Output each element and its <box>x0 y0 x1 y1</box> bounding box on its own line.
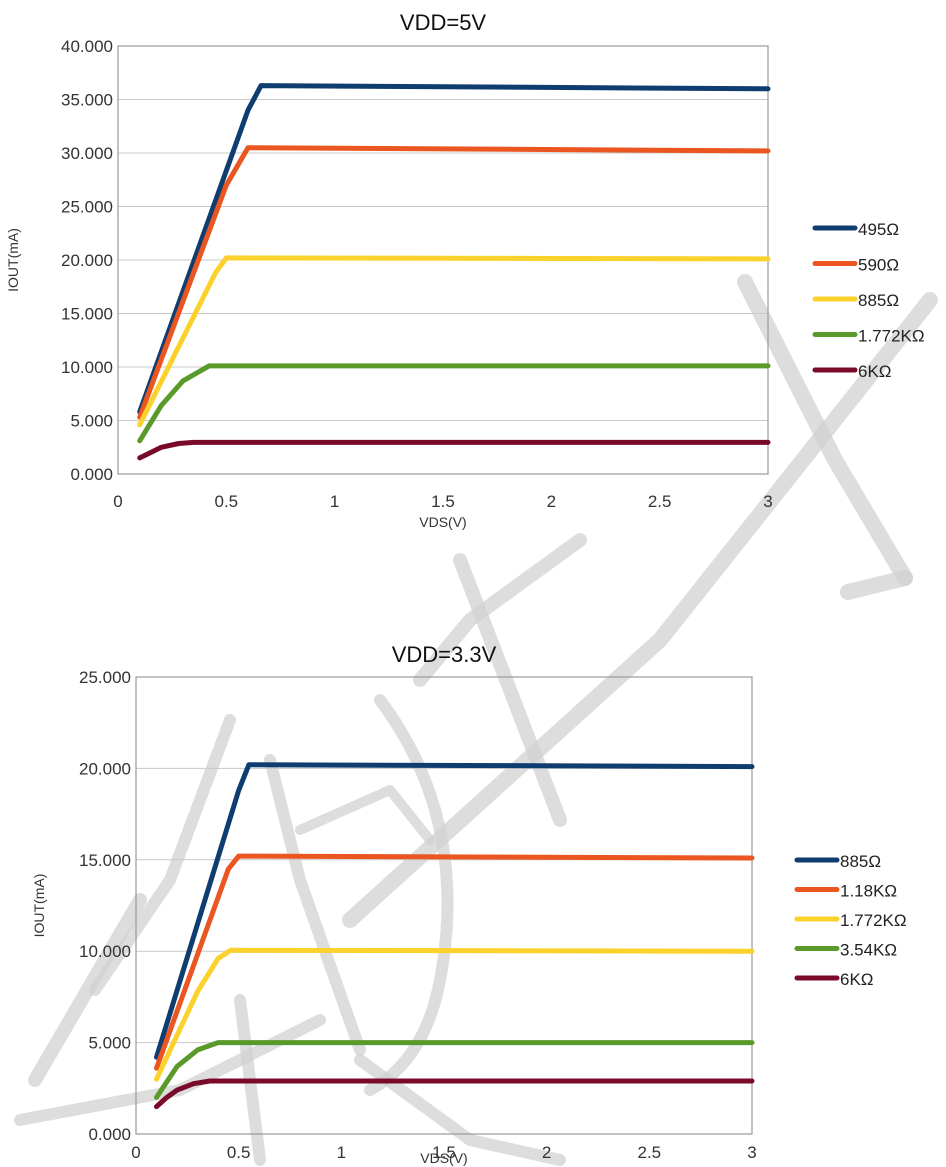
y-axis-label: IOUT(mA) <box>5 228 21 292</box>
series-line <box>154 762 755 1060</box>
legend-label: 590Ω <box>858 256 899 275</box>
x-tick-label: 0.5 <box>227 1143 251 1162</box>
y-tick-label: 30.000 <box>61 144 113 163</box>
x-tick-label: 3 <box>763 492 772 511</box>
watermark-stroke <box>89 714 236 996</box>
legend-label: 3.54KΩ <box>840 941 897 960</box>
y-tick-label: 5.000 <box>88 1034 131 1053</box>
legend-label: 495Ω <box>858 220 899 239</box>
legend-label: 6KΩ <box>840 970 874 989</box>
series-line <box>154 1040 755 1100</box>
x-tick-label: 2.5 <box>638 1143 662 1162</box>
x-axis-label: VDS(V) <box>420 1150 467 1166</box>
watermark-stroke <box>453 553 567 827</box>
y-tick-label: 40.000 <box>61 37 113 56</box>
x-tick-label: 1 <box>337 1143 346 1162</box>
series-line <box>154 947 755 1082</box>
y-tick-label: 0.000 <box>88 1125 131 1144</box>
chart-vdd-5v: 0.000 5.000 10.000 15.000 20.000 25.000 30.000… <box>5 10 925 530</box>
x-tick-label: 3 <box>747 1143 756 1162</box>
legend-label: 885Ω <box>840 852 881 871</box>
y-tick-label: 25.000 <box>61 198 113 217</box>
y-tick-label: 25.000 <box>79 668 131 687</box>
watermark-stroke <box>342 292 938 928</box>
x-tick-label: 0.5 <box>215 492 239 511</box>
x-axis-label: VDS(V) <box>419 514 466 530</box>
chart-vdd-3v3: 0.000 5.000 10.000 15.000 20.000 25.000 0 0.5 1 1… <box>31 642 907 1166</box>
y-tick-label: 15.000 <box>61 305 113 324</box>
x-tick-label: 1 <box>330 492 339 511</box>
legend-label: 1.772KΩ <box>840 911 907 930</box>
series-line <box>137 255 771 428</box>
legend-label: 1.18KΩ <box>840 882 897 901</box>
x-tick-label: 0 <box>131 1143 140 1162</box>
legend-label: 1.772KΩ <box>858 327 925 346</box>
y-axis-label: IOUT(mA) <box>31 874 47 938</box>
x-tick-label: 2 <box>542 1143 551 1162</box>
x-tick-label: 2.5 <box>648 492 672 511</box>
series-line <box>154 1078 755 1110</box>
x-tick-label: 0 <box>113 492 122 511</box>
y-tick-label: 10.000 <box>61 358 113 377</box>
watermark-stroke <box>264 754 366 1056</box>
y-tick-label: 5.000 <box>70 412 113 431</box>
y-tick-label: 10.000 <box>79 942 131 961</box>
watermark-stroke <box>737 274 913 586</box>
legend-label: 6KΩ <box>858 362 892 381</box>
chart-title: VDD=3.3V <box>392 642 497 667</box>
chart-title: VDD=5V <box>400 10 487 35</box>
y-tick-label: 0.000 <box>70 465 113 484</box>
x-tick-label: 2 <box>547 492 556 511</box>
y-tick-label: 15.000 <box>79 851 131 870</box>
watermark-stroke <box>295 785 435 845</box>
series-line <box>154 853 755 1071</box>
x-tick-label: 1.5 <box>432 1143 456 1162</box>
y-tick-label: 20.000 <box>79 759 131 778</box>
watermark-stroke <box>28 893 147 1087</box>
series-line <box>137 83 771 415</box>
plot-area <box>135 676 753 1135</box>
watermark-stroke <box>413 533 587 687</box>
series-line <box>137 363 771 444</box>
y-tick-label: 35.000 <box>61 91 113 110</box>
watermark-stroke <box>354 1054 566 1166</box>
watermark-stroke <box>840 570 913 600</box>
series-line <box>137 145 771 420</box>
legend-label: 885Ω <box>858 291 899 310</box>
series-line <box>137 439 771 461</box>
y-tick-label: 20.000 <box>61 251 113 270</box>
x-tick-label: 1.5 <box>431 492 455 511</box>
